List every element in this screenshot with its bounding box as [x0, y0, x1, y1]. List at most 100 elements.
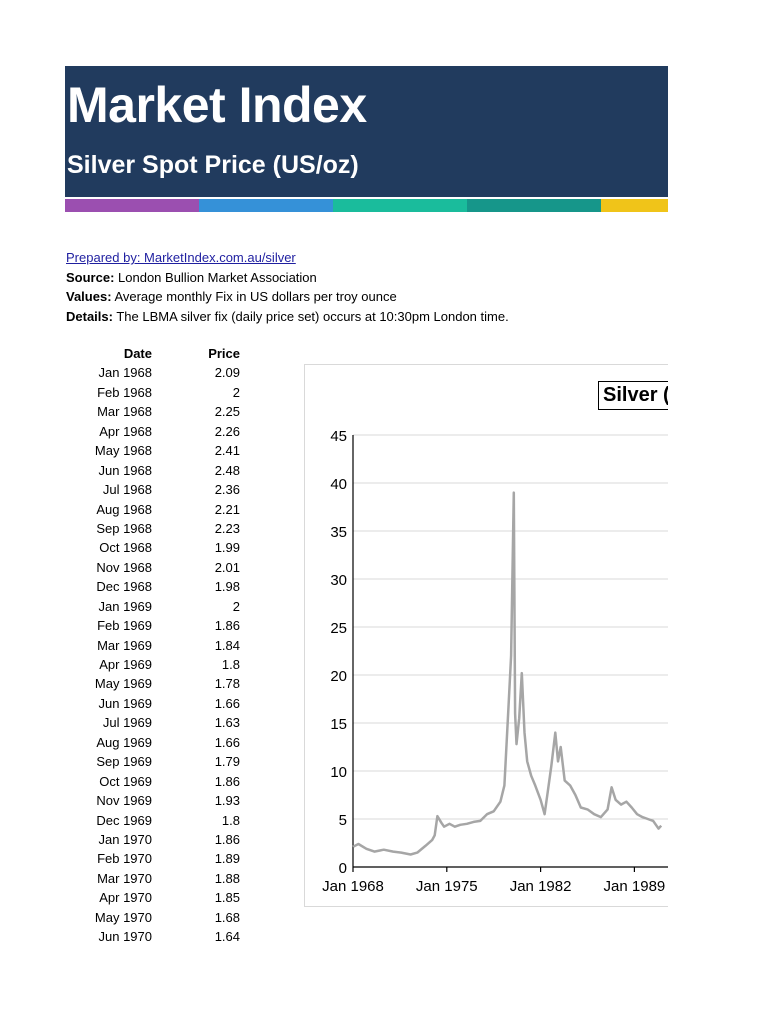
- stripe-2: [199, 199, 333, 212]
- price-cell: 2.48: [214, 462, 240, 478]
- price-cell: 1.98: [214, 579, 240, 595]
- header-banner: Market Index Silver Spot Price (US/oz): [65, 66, 668, 197]
- date-cell: May 1970: [94, 909, 152, 925]
- table-row: May 1969 1.78: [80, 674, 240, 693]
- price-cell: 2.09: [214, 365, 240, 381]
- table-row: Jun 1969 1.66: [80, 694, 241, 713]
- price-cell: 2.26: [214, 423, 240, 439]
- silver-price-chart: 0 5 10 15 20 25 30 35 40 45 Jan 1968 Jan 1975 Jan 19…: [304, 364, 668, 907]
- x-tick-label: Jan 1989: [604, 878, 666, 895]
- price-cell: 1.79: [214, 754, 240, 770]
- metadata-block: Prepared by: MarketIndex.com.au/silver S…: [66, 248, 509, 326]
- x-tick-label: Jan 1975: [416, 878, 478, 895]
- date-cell: Feb 1970: [97, 851, 152, 867]
- stripe-4: [467, 199, 601, 212]
- table-row: May 1968 2.41: [80, 441, 240, 460]
- price-cell: 1.66: [214, 695, 240, 711]
- date-cell: Jun 1968: [98, 462, 153, 478]
- date-cell: Apr 1968: [99, 423, 152, 439]
- price-cell: 1.86: [214, 831, 240, 847]
- price-cell: 2.41: [214, 443, 240, 459]
- table-row: Jan 1970 1.86: [80, 830, 241, 849]
- table-row: Mar 1970 1.88: [80, 869, 240, 888]
- price-cell: 1.86: [214, 773, 240, 789]
- values-line: Values: Average monthly Fix in US dollar…: [66, 289, 397, 304]
- price-cell: 1.78: [214, 676, 240, 692]
- source-line: Source: London Bullion Market Associatio…: [66, 269, 317, 285]
- y-tick-label: 5: [339, 812, 347, 829]
- table-row: Jun 1970 1.64: [80, 927, 241, 946]
- y-tick-label: 45: [330, 428, 347, 445]
- table-row: Nov 1968 2.01: [80, 558, 240, 577]
- chart-plot: 0 5 10 15 20 25 30 35 40 45 Jan 1968 Jan 1975 Jan 19…: [322, 428, 668, 895]
- stripe-5: [601, 199, 668, 212]
- y-tick-label: 25: [330, 620, 347, 637]
- details-line: Details: The LBMA silver fix (daily pric…: [66, 308, 509, 324]
- price-cell: 1.88: [214, 870, 240, 886]
- y-tick-label: 40: [330, 476, 347, 493]
- color-stripes: [65, 199, 668, 212]
- stripe-3: [333, 199, 467, 212]
- silver-price-line: [352, 491, 663, 856]
- y-tick-label: 30: [330, 572, 347, 589]
- date-cell: Apr 1970: [99, 890, 152, 906]
- date-cell: Jan 1968: [98, 365, 153, 381]
- price-column-header: Price: [208, 346, 240, 361]
- table-row: Mar 1969 1.84: [80, 636, 240, 655]
- price-cell: 1.68: [214, 909, 240, 925]
- table-row: Feb 1969 1.86: [80, 616, 240, 635]
- table-row: Jan 1968 2.09: [80, 363, 241, 382]
- price-cell: 1.93: [214, 793, 240, 809]
- date-cell: Aug 1969: [96, 734, 152, 750]
- table-row: Oct 1968 1.99: [80, 538, 240, 557]
- date-cell: Oct 1968: [99, 540, 152, 556]
- table-row: Oct 1969 1.86: [80, 772, 240, 791]
- date-cell: Feb 1969: [97, 618, 152, 634]
- price-table: Date Price Jan 1968 2.09 Feb 1968 2 Mar 1968…: [80, 344, 240, 947]
- price-cell: 1.63: [214, 715, 240, 731]
- y-tick-label: 10: [330, 764, 347, 781]
- table-row: May 1970 1.68: [80, 908, 240, 927]
- y-tick-label: 0: [339, 860, 347, 877]
- date-cell: Jul 1968: [102, 482, 152, 498]
- table-row: Aug 1968 2.21: [80, 500, 240, 519]
- table-row: Jul 1968 2.36: [80, 480, 240, 499]
- table-row: Apr 1968 2.26: [80, 422, 240, 441]
- price-cell: 1.89: [214, 851, 240, 867]
- price-cell: 1.64: [214, 929, 240, 945]
- table-row: Sep 1969 1.79: [80, 752, 240, 771]
- price-cell: 1.66: [214, 734, 240, 750]
- date-column-header: Date: [123, 346, 152, 361]
- price-cell: 2.25: [214, 404, 240, 420]
- date-cell: May 1968: [94, 443, 152, 459]
- prepared-by-link[interactable]: Prepared by: MarketIndex.com.au/silver: [66, 250, 296, 265]
- price-cell: 1.86: [214, 618, 240, 634]
- table-row: Nov 1969 1.93: [80, 791, 240, 810]
- price-cell: 2: [232, 598, 240, 614]
- date-cell: Jun 1969: [98, 695, 153, 711]
- price-cell: 2.23: [214, 520, 240, 536]
- date-cell: Nov 1969: [96, 793, 152, 809]
- date-cell: Jun 1970: [98, 929, 153, 945]
- table-row: Feb 1970 1.89: [80, 849, 240, 868]
- table-row: Aug 1969 1.66: [80, 733, 240, 752]
- table-row: Apr 1969 1.8: [80, 655, 240, 674]
- table-row: Sep 1968 2.23: [80, 519, 240, 538]
- x-tick-label: Jan 1968: [322, 878, 384, 895]
- date-cell: Sep 1969: [96, 754, 152, 770]
- date-cell: Dec 1968: [96, 579, 152, 595]
- date-cell: Apr 1969: [99, 657, 152, 672]
- date-cell: Nov 1968: [96, 559, 152, 575]
- date-cell: May 1969: [94, 676, 152, 692]
- table-row: Dec 1969 1.8: [80, 811, 240, 830]
- price-cell: 1.8: [221, 812, 240, 828]
- date-cell: Dec 1969: [96, 812, 152, 828]
- y-tick-label: 20: [330, 668, 347, 685]
- date-cell: Feb 1968: [97, 384, 152, 400]
- date-cell: Mar 1968: [97, 404, 152, 420]
- page: Market Index Silver Spot Price (US/oz) P…: [65, 66, 668, 947]
- stripe-1: [65, 199, 199, 212]
- chart-title: Silver (: [598, 381, 668, 410]
- table-row: Feb 1968 2: [80, 383, 240, 402]
- price-cell: 1.99: [214, 540, 240, 556]
